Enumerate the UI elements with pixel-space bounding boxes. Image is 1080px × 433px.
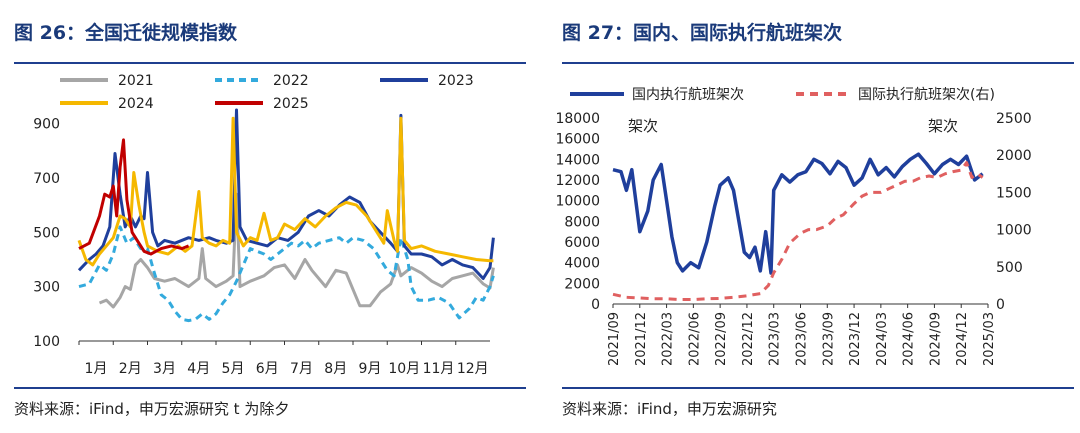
left-chart-svg: 100 300 500 700 900 1月 2月 3月 4月 5月 6月 7月 8月 9月 10月 11月 1… (33, 73, 495, 377)
right-left-ytick-label: 4000 (564, 256, 600, 272)
right-legend-label: 国内执行航班架次 (632, 87, 744, 103)
right-left-ytick-label: 12000 (555, 173, 600, 189)
left-month-label: 5月 (222, 361, 245, 377)
left-month-label: 1月 (85, 361, 108, 377)
right-left-ytick-label: 0 (591, 297, 600, 313)
left-source-rule (14, 387, 526, 389)
right-source-note: 资料来源：iFind，申万宏源研究 (562, 400, 777, 418)
left-month-label: 7月 (290, 361, 313, 377)
left-legend-label: 2022 (273, 73, 309, 89)
left-source-note: 资料来源：iFind，申万宏源研究 t 为除夕 (14, 400, 290, 418)
right-x-tick-label: 2025/03 (982, 312, 997, 366)
left-legend-label: 2023 (438, 73, 474, 89)
right-series-line (612, 161, 984, 301)
right-x-tick-label: 2023/06 (795, 312, 810, 366)
left-month-label: 11月 (423, 361, 455, 377)
right-chart-svg: 0200040006000800010000120001400016000180… (555, 87, 1032, 366)
right-x-tick-label: 2022/12 (741, 312, 756, 366)
right-x-tick-label: 2023/03 (768, 312, 783, 366)
left-series-line (98, 192, 495, 309)
right-right-ytick-label: 2500 (996, 111, 1032, 127)
right-title-rule (562, 62, 1074, 64)
right-series-line (612, 152, 984, 275)
left-series-line (77, 116, 494, 267)
right-chart-panel: 图 27：国内、国际执行航班架次 0 2000 4000 6000 8000 10000 1… (548, 0, 1080, 433)
left-month-label: 2月 (119, 361, 142, 377)
left-chart-panel: 图 26：全国迁徙规模指数 100 300 500 700 900 1月 2月 3月 4月 5月 6… (0, 0, 532, 433)
right-right-ytick-label: 500 (996, 260, 1023, 276)
right-x-tick-label: 2024/06 (902, 312, 917, 366)
right-x-tick-label: 2021/12 (634, 312, 649, 366)
right-right-ytick-label: 1500 (996, 185, 1032, 201)
right-right-ytick-label: 0 (996, 297, 1005, 313)
left-month-label: 3月 (153, 361, 176, 377)
right-legend-label: 国际执行航班架次(右) (858, 87, 995, 103)
left-legend-label: 2024 (118, 96, 154, 112)
right-right-axis-annotation: 架次 (928, 117, 958, 135)
right-x-tick-label: 2023/12 (848, 312, 863, 366)
left-series-line (77, 108, 495, 280)
right-source-rule (562, 387, 1074, 389)
right-x-tick-label: 2023/09 (821, 312, 836, 366)
right-left-ytick-label: 18000 (555, 111, 600, 127)
left-legend-label: 2025 (273, 96, 309, 112)
right-left-ytick-label: 2000 (564, 276, 600, 292)
left-month-label: 9月 (359, 361, 382, 377)
left-ytick-label: 100 (33, 334, 60, 350)
right-left-ytick-label: 8000 (564, 214, 600, 230)
left-series-line (78, 138, 190, 256)
right-x-tick-label: 2022/03 (661, 312, 676, 366)
right-x-tick-label: 2021/09 (607, 312, 622, 366)
left-month-label: 10月 (388, 361, 420, 377)
right-x-tick-label: 2022/09 (714, 312, 729, 366)
left-ytick-label: 300 (33, 280, 60, 296)
left-month-label: 6月 (256, 361, 279, 377)
right-right-ytick-label: 1000 (996, 223, 1032, 239)
right-right-ytick-label: 2000 (996, 148, 1032, 164)
right-x-tick-label: 2024/12 (955, 312, 970, 366)
right-chart-title: 图 27：国内、国际执行航班架次 (562, 22, 843, 44)
left-ytick-label: 500 (33, 225, 60, 241)
right-left-ytick-label: 14000 (555, 152, 600, 168)
right-left-ytick-label: 10000 (555, 194, 600, 210)
right-x-tick-label: 2022/06 (687, 312, 702, 366)
right-x-tick-label: 2024/03 (875, 312, 890, 366)
left-title-rule (14, 62, 526, 64)
right-left-axis-annotation: 架次 (628, 117, 658, 135)
left-chart-title: 图 26：全国迁徙规模指数 (14, 22, 238, 44)
left-month-label: 12月 (457, 361, 489, 377)
right-left-ytick-label: 6000 (564, 235, 600, 251)
right-x-tick-label: 2024/09 (928, 312, 943, 366)
right-left-ytick-label: 16000 (555, 132, 600, 148)
left-legend-label: 2021 (118, 73, 154, 89)
left-month-label: 8月 (324, 361, 347, 377)
left-ytick-label: 700 (33, 171, 60, 187)
left-ytick-label: 900 (33, 117, 60, 133)
left-month-label: 4月 (187, 361, 210, 377)
